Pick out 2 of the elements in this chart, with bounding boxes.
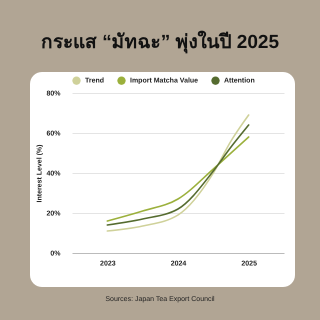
line-series (106, 136, 250, 222)
chart-title: กระแส “มัทฉะ” พุ่งในปี 2025 (40, 30, 280, 56)
